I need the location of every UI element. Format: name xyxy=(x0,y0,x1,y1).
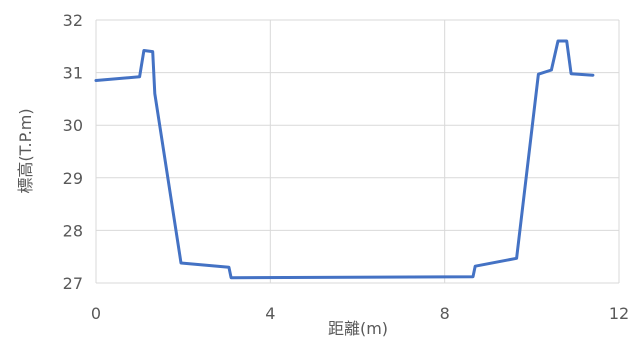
y-tick-labels: 27 28 29 30 31 32 xyxy=(63,11,83,293)
x-tick-label: 12 xyxy=(609,304,629,323)
y-tick-label: 32 xyxy=(63,11,83,30)
x-tick-label: 4 xyxy=(265,304,275,323)
x-axis-label: 距離(m) xyxy=(328,319,388,338)
x-tick-labels: 0 4 8 12 xyxy=(91,304,629,323)
y-tick-label: 31 xyxy=(63,64,83,83)
y-tick-label: 28 xyxy=(63,221,83,240)
grid xyxy=(95,19,620,284)
y-axis-label: 標高(T.P.m) xyxy=(16,108,35,193)
series-line xyxy=(94,39,595,280)
x-tick-label: 0 xyxy=(91,304,101,323)
series-group xyxy=(94,39,595,280)
y-tick-label: 29 xyxy=(63,169,83,188)
x-tick-label: 8 xyxy=(440,304,450,323)
y-tick-label: 27 xyxy=(63,274,83,293)
y-tick-label: 30 xyxy=(63,116,83,135)
